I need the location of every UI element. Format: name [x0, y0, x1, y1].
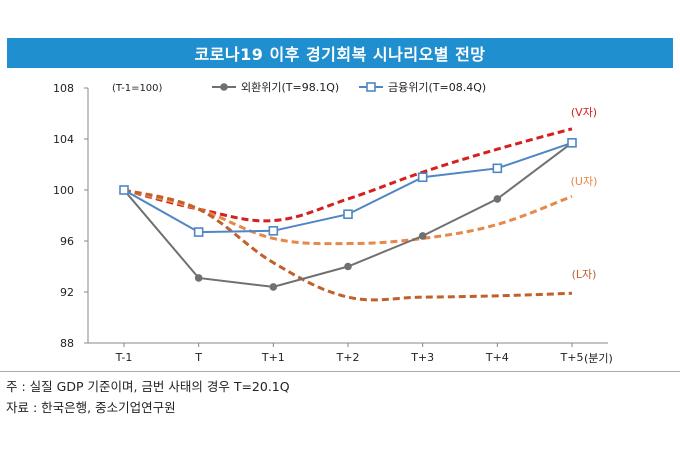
scenario-label: (V자): [571, 106, 597, 119]
chart-ticks: 88 92 96 100 104 108 T-1 T T+1 T+2 T+3 T+4 T+5: [53, 82, 583, 364]
legend-marker: [366, 82, 376, 92]
x-tick-label: T+4: [485, 351, 509, 364]
data-point: [418, 232, 427, 240]
y-tick-label: 104: [53, 133, 74, 146]
footnote-note: 주 : 실질 GDP 기준이며, 금번 사태의 경우 T=20.1Q: [6, 379, 290, 394]
footnote-source: 자료 : 한국은행, 중소기업연구원: [6, 400, 176, 415]
legend-label: 외환위기(T=98.1Q): [241, 81, 339, 94]
x-tick-label: T-1: [115, 351, 133, 364]
chart-legend: 외환위기(T=98.1Q) 금융위기(T=08.4Q): [212, 81, 486, 94]
series-lines: [119, 138, 577, 291]
y-tick-label: 108: [53, 82, 74, 95]
data-point: [193, 227, 204, 237]
data-point: [567, 138, 577, 148]
scenario-label: (U자): [571, 175, 598, 188]
data-point: [493, 195, 502, 203]
data-point: [119, 185, 129, 195]
legend-marker: [220, 83, 228, 91]
scenario-line: [123, 188, 573, 302]
x-tick-label: T+2: [336, 351, 360, 364]
scenario-lines: (V자) (U자) (L자): [123, 106, 598, 302]
data-point: [344, 262, 352, 271]
data-point: [194, 274, 203, 282]
y-tick-label: 92: [60, 286, 74, 299]
data-point: [417, 172, 428, 183]
x-tick-label: T: [194, 351, 202, 364]
y-tick-label: 88: [60, 337, 74, 350]
x-tick-label: T+5: [560, 351, 584, 364]
x-tick-label: T+1: [261, 351, 285, 364]
x-tick-label: T+3: [410, 351, 434, 364]
data-point: [269, 283, 278, 291]
y-tick-label: 100: [53, 184, 74, 197]
divider: [0, 371, 680, 372]
chart-title: 코로나19 이후 경기회복 시나리오별 전망: [7, 38, 673, 68]
legend-label: 금융위기(T=08.4Q): [388, 81, 486, 94]
data-point: [492, 163, 503, 174]
y-tick-label: 96: [60, 235, 74, 248]
data-point: [343, 209, 353, 220]
data-point: [268, 226, 279, 236]
footnotes: 주 : 실질 GDP 기준이며, 금번 사태의 경우 T=20.1Q 자료 : …: [6, 376, 290, 418]
x-axis-unit: (분기): [584, 352, 613, 365]
scenario-label: (L자): [572, 268, 597, 281]
base-note: (T-1=100): [112, 83, 163, 94]
